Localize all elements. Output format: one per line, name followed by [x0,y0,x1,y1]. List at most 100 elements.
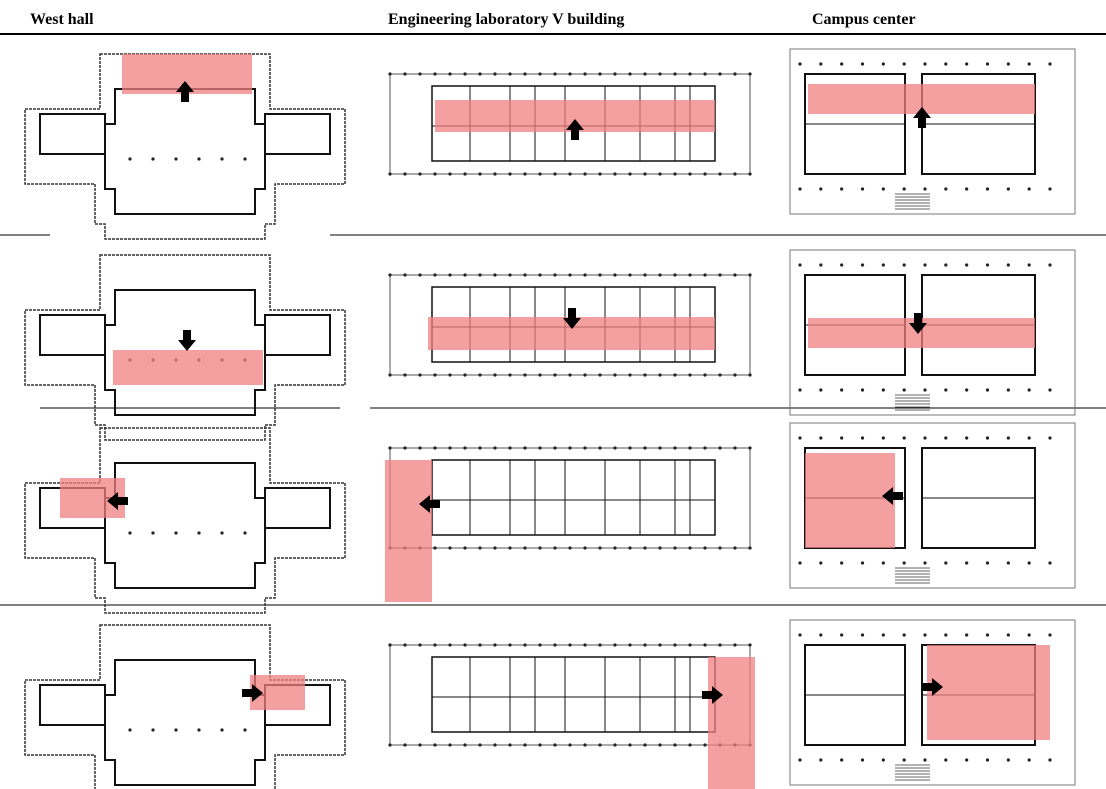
column-dot [508,72,512,76]
column-dot [923,388,927,392]
column-dot [840,263,844,267]
column-dot [523,172,527,176]
column-dot [613,373,617,377]
column-dot [923,263,927,267]
column-dot [523,273,527,277]
column-dot [718,72,722,76]
column-dot [583,643,587,647]
column-dot [523,373,527,377]
column-dot [598,72,602,76]
column-dot [463,643,467,647]
column-dot [923,758,927,762]
column-dot [688,172,692,176]
column-dot [840,633,844,637]
column-dot [613,446,617,450]
column-dot [703,72,707,76]
column-dot [613,273,617,277]
column-dot [418,643,422,647]
column-dot [658,546,662,550]
column-dot [403,273,407,277]
column-dot [1048,62,1052,66]
column-dot [553,273,557,277]
column-dot [965,187,969,191]
column-dot [448,273,452,277]
column-dot [508,743,512,747]
column-dot [151,728,155,732]
column-dot [598,546,602,550]
column-dot [840,758,844,762]
column-dot [718,172,722,176]
column-dot [538,743,542,747]
column-dot [658,273,662,277]
column-dot [628,446,632,450]
column-dot [881,62,885,66]
column-dot [658,643,662,647]
floor-plan [385,446,752,602]
column-dot [613,72,617,76]
column-dot [1048,263,1052,267]
column-dot [860,62,865,66]
column-dot [985,436,990,440]
inner-wall [104,88,266,215]
column-dot [1006,561,1010,565]
column-dot [478,743,482,747]
column-dot [478,373,482,377]
column-dot [902,436,906,440]
column-dot [598,446,602,450]
outer-wall [789,48,1076,215]
column-dot [553,546,557,550]
column-dot [433,643,437,647]
column-dot [1027,633,1031,637]
column-dot [1006,62,1010,66]
column-dot [902,758,906,762]
column-dot [478,446,482,450]
column-dot [403,72,407,76]
column-dot [703,643,707,647]
column-dot [493,446,497,450]
column-dot [243,531,247,535]
column-dot [433,373,437,377]
floor-plan [789,619,1076,786]
column-dot [881,187,885,191]
column-dot [493,273,497,277]
column-dot [703,273,707,277]
floor-plan [388,643,755,789]
highlight-area [708,657,755,789]
column-dot [433,446,437,450]
column-dot [628,546,632,550]
column-header: Engineering laboratory V building [388,11,624,28]
inner-wall [104,659,266,786]
column-dot [433,743,437,747]
column-dot [819,263,823,267]
column-dot [628,643,632,647]
highlight-area [805,453,895,548]
column-dot [688,446,692,450]
column-dot [673,72,677,76]
column-dot [688,743,692,747]
column-dot [965,436,969,440]
column-dot [965,388,969,392]
column-dot [733,273,737,277]
column-dot [688,643,692,647]
column-dot [881,388,885,392]
column-dot [658,172,662,176]
column-dot [985,263,990,267]
column-dot [703,172,707,176]
arrow [176,81,194,102]
column-dot [128,728,132,732]
column-dot [881,633,885,637]
highlight-area [385,460,432,602]
column-dot [433,172,437,176]
column-dot [902,388,906,392]
column-dot [463,273,467,277]
column-dot [388,273,392,277]
outer-wall [24,254,346,441]
column-dot [923,62,927,66]
column-dot [418,373,422,377]
column-dot [583,446,587,450]
column-dot [643,72,647,76]
outer-wall [789,422,1076,589]
column-dot [388,643,392,647]
column-dot [703,546,707,550]
